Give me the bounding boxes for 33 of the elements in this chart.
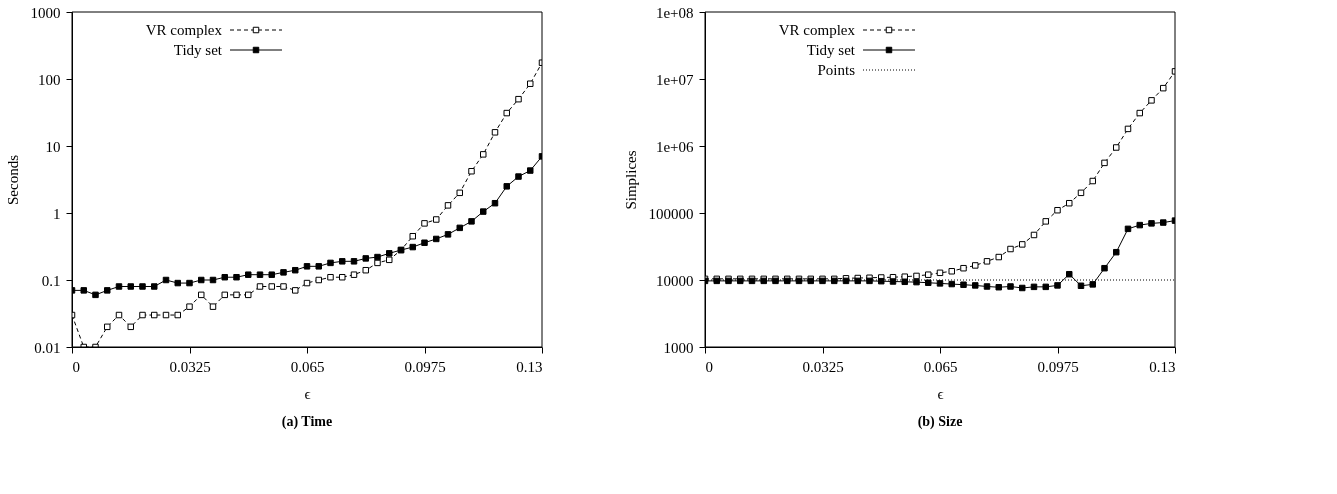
- x-tick-label: 0.065: [923, 358, 958, 375]
- x-tick-label: 0.0325: [169, 358, 211, 375]
- legend-label: VR complex: [145, 22, 223, 38]
- x-tick-label: 0.0975: [1037, 358, 1079, 375]
- legend-label: Points: [817, 62, 856, 78]
- x-tick-label: 0.0975: [404, 358, 446, 375]
- y-axis-title: Simplices: [622, 150, 639, 210]
- x-tick-label: 0.065: [290, 358, 325, 375]
- x-tick-label: 0: [72, 358, 80, 375]
- x-axis-title: ϵ: [304, 385, 311, 402]
- y-tick-label: 1000: [30, 4, 61, 21]
- y-tick-label: 100: [38, 71, 61, 88]
- x-tick-label: 0.13: [1149, 358, 1176, 375]
- y-tick-label: 1e+08: [655, 4, 694, 21]
- x-tick-label: 0.0325: [802, 358, 844, 375]
- y-tick-label: 1e+06: [655, 138, 694, 155]
- legend-label: VR complex: [778, 22, 856, 38]
- y-axis-title: Seconds: [4, 154, 21, 205]
- x-tick-label: 0: [705, 358, 713, 375]
- legend-label: Tidy set: [806, 42, 856, 58]
- y-tick-label: 1e+07: [655, 71, 694, 88]
- y-tick-label: 0.1: [41, 272, 61, 289]
- y-tick-label: 10: [45, 138, 61, 155]
- y-tick-label: 1000: [663, 339, 694, 356]
- y-tick-label: 1: [53, 205, 61, 222]
- y-tick-label: 100000: [648, 205, 694, 222]
- x-axis-title: ϵ: [937, 385, 944, 402]
- x-tick-label: 0.13: [516, 358, 543, 375]
- text: (a) Time: [281, 414, 333, 430]
- y-tick-label: 10000: [656, 272, 694, 289]
- y-tick-label: 0.01: [34, 339, 61, 356]
- text: (b) Size: [917, 414, 963, 430]
- legend-label: Tidy set: [173, 42, 223, 58]
